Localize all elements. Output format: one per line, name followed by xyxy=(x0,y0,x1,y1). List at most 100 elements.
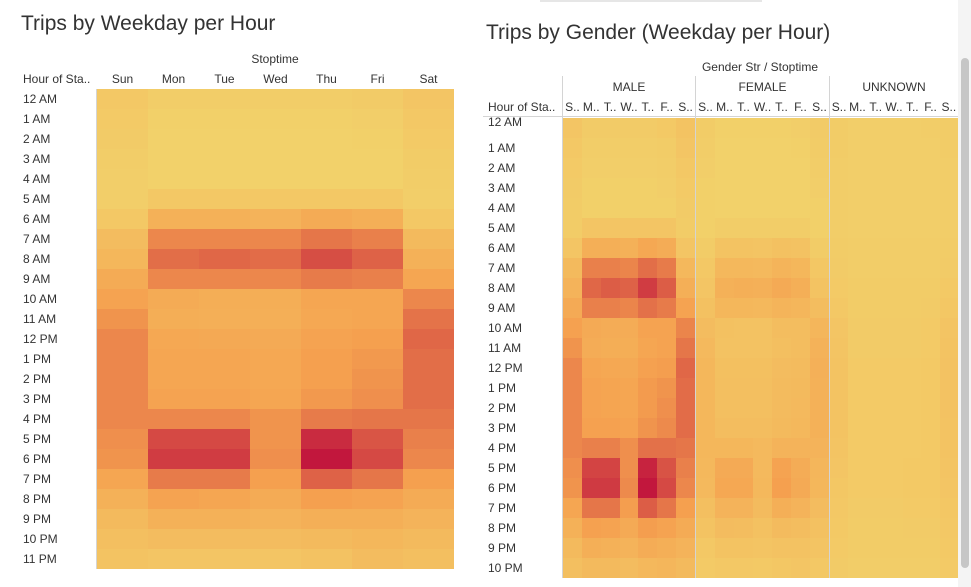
heatmap-cell xyxy=(148,169,199,189)
heatmap-cell xyxy=(939,198,959,218)
heatmap-cell xyxy=(250,309,301,329)
heatmap-cell xyxy=(199,269,250,289)
row-label: 8 AM xyxy=(23,252,51,266)
row-label: 5 PM xyxy=(488,461,517,475)
heatmap-cell xyxy=(715,418,735,438)
heatmap-cell xyxy=(403,289,454,309)
heatmap-cell xyxy=(97,389,148,409)
heatmap-cell xyxy=(250,249,301,269)
heatmap-cell xyxy=(696,278,716,298)
heatmap-cell xyxy=(884,498,904,518)
heatmap-cell xyxy=(753,118,773,138)
heatmap-cell xyxy=(97,449,148,469)
heatmap-cell xyxy=(403,189,454,209)
heatmap-cell xyxy=(753,498,773,518)
heatmap-cell xyxy=(600,218,621,238)
heatmap-cell xyxy=(638,298,658,318)
heatmap-cell xyxy=(810,118,830,138)
heatmap-cell xyxy=(148,149,199,169)
heatmap-cell xyxy=(676,358,696,378)
heatmap-cell xyxy=(563,318,583,338)
heatmap-cell xyxy=(97,409,148,429)
heatmap-cell xyxy=(657,338,677,358)
heatmap-cell xyxy=(921,418,941,438)
heatmap-cell xyxy=(921,358,941,378)
row-label: 4 AM xyxy=(23,172,51,186)
heatmap-cell xyxy=(734,498,754,518)
heatmap-cell xyxy=(810,318,830,338)
heatmap-cell xyxy=(848,138,868,158)
heatmap-cell xyxy=(884,258,904,278)
heatmap-cell xyxy=(199,509,250,529)
heatmap-cell xyxy=(148,429,199,449)
heatmap-cell xyxy=(830,478,849,498)
heatmap-cell xyxy=(352,109,403,129)
top-divider xyxy=(540,0,762,2)
row-label: 10 AM xyxy=(488,321,523,335)
heatmap-cell xyxy=(696,118,716,138)
heatmap-cell xyxy=(734,298,754,318)
heatmap-cell xyxy=(791,278,811,298)
heatmap-cell xyxy=(676,558,696,578)
heatmap-cell xyxy=(638,258,658,278)
heatmap-cell xyxy=(903,178,922,198)
heatmap-cell xyxy=(600,458,621,478)
column-label: Tue xyxy=(214,72,235,86)
heatmap-cell xyxy=(403,409,454,429)
heatmap-cell xyxy=(148,189,199,209)
heatmap-cell xyxy=(696,158,716,178)
row-label: 1 PM xyxy=(23,352,52,366)
heatmap-cell xyxy=(619,458,639,478)
heatmap-cell xyxy=(352,429,403,449)
heatmap-cell xyxy=(772,398,792,418)
heatmap-cell xyxy=(638,378,658,398)
scrollbar-thumb[interactable] xyxy=(961,58,969,568)
heatmap-cell xyxy=(866,538,886,558)
heatmap-cell xyxy=(301,489,352,509)
heatmap-cell xyxy=(753,398,773,418)
heatmap-cell xyxy=(619,298,639,318)
heatmap-cell xyxy=(199,89,250,109)
heatmap-cell xyxy=(830,338,849,358)
heatmap-cell xyxy=(301,349,352,369)
heatmap-cell xyxy=(715,538,735,558)
heatmap-cell xyxy=(657,358,677,378)
heatmap-cell xyxy=(696,178,716,198)
heatmap-cell xyxy=(921,398,941,418)
heatmap-cell xyxy=(657,258,677,278)
heatmap-cell xyxy=(884,218,904,238)
heatmap-cell xyxy=(810,358,830,378)
heatmap-cell xyxy=(921,138,941,158)
heatmap-cell xyxy=(97,369,148,389)
heatmap-cell xyxy=(657,538,677,558)
heatmap-cell xyxy=(352,529,403,549)
heatmap-cell xyxy=(715,378,735,398)
heatmap-cell xyxy=(581,138,602,158)
heatmap-cell xyxy=(563,498,583,518)
heatmap-cell xyxy=(866,358,886,378)
heatmap-cell xyxy=(696,498,716,518)
heatmap-cell xyxy=(676,498,696,518)
row-label: 4 AM xyxy=(488,201,516,215)
heatmap-cell xyxy=(581,418,602,438)
heatmap-cell xyxy=(715,178,735,198)
heatmap-cell xyxy=(619,478,639,498)
heatmap-cell xyxy=(791,158,811,178)
heatmap-cell xyxy=(903,278,922,298)
heatmap-cell xyxy=(810,478,830,498)
heatmap-cell xyxy=(619,358,639,378)
heatmap-cell xyxy=(772,338,792,358)
heatmap-cell xyxy=(903,118,922,138)
heatmap-cell xyxy=(199,289,250,309)
heatmap-cell xyxy=(734,138,754,158)
heatmap-cell xyxy=(696,418,716,438)
heatmap-cell xyxy=(903,538,922,558)
row-label: 7 PM xyxy=(488,501,517,515)
heatmap-cell xyxy=(563,158,583,178)
row-label: 10 PM xyxy=(23,532,58,546)
heatmap-cell xyxy=(884,538,904,558)
heatmap-cell xyxy=(791,258,811,278)
heatmap-cell xyxy=(638,558,658,578)
heatmap-cell xyxy=(199,409,250,429)
heatmap-cell xyxy=(734,518,754,538)
